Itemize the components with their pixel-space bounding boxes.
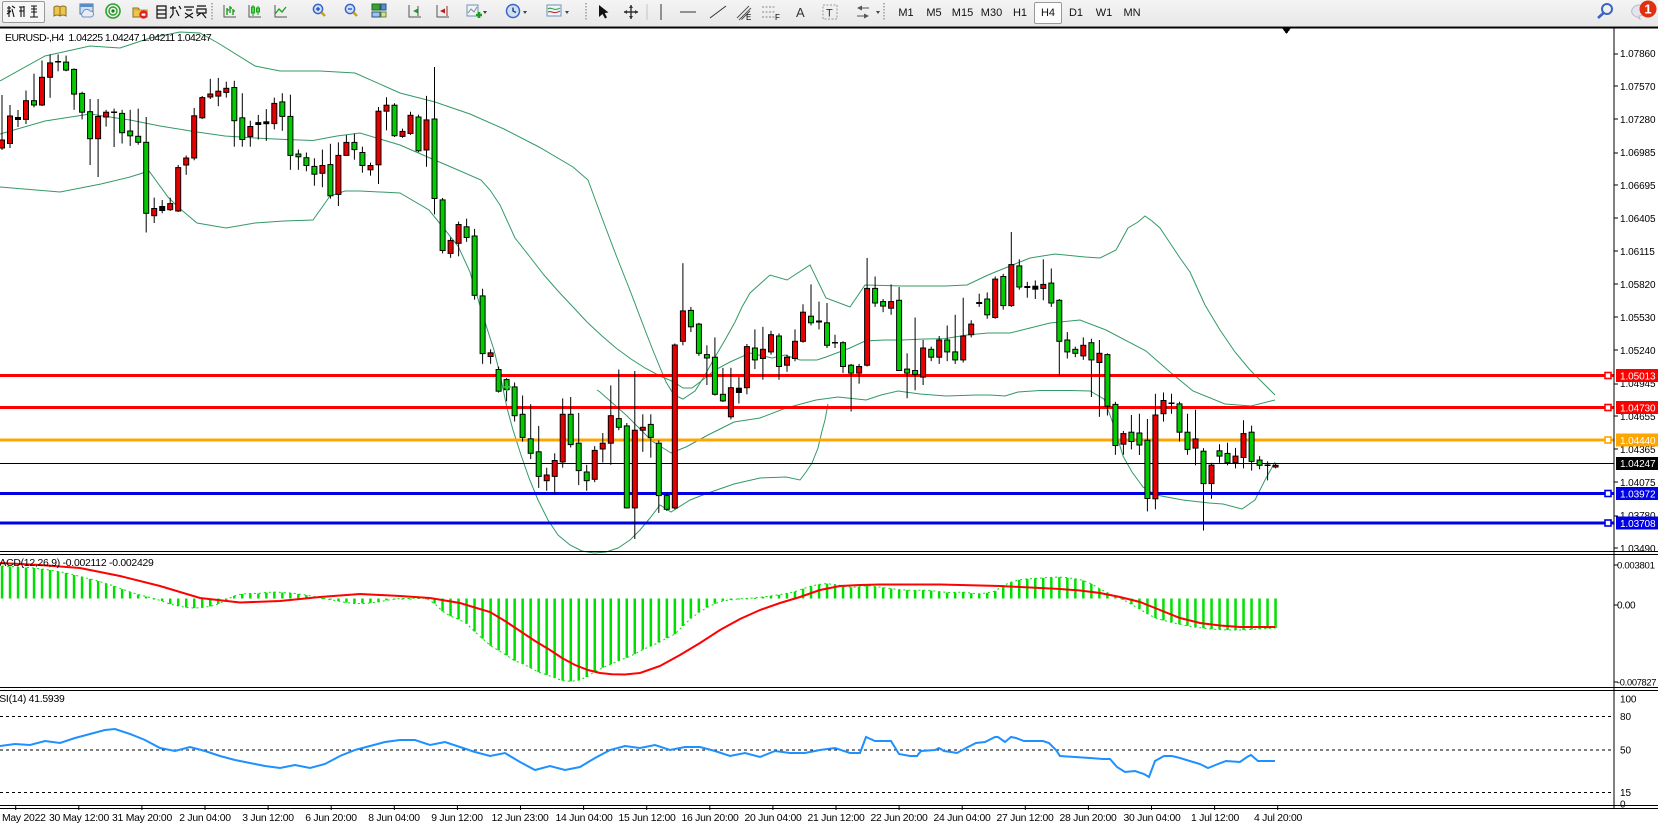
svg-text:31 May 20:00: 31 May 20:00	[112, 813, 172, 824]
svg-text:1.05240: 1.05240	[1620, 346, 1656, 357]
svg-text:1.06695: 1.06695	[1620, 181, 1656, 192]
svg-text:80: 80	[1620, 712, 1631, 723]
svg-text:May 2022: May 2022	[2, 813, 46, 824]
svg-text:4 Jul 20:00: 4 Jul 20:00	[1254, 813, 1303, 824]
svg-text:1.04730: 1.04730	[1620, 404, 1656, 415]
svg-text:15: 15	[1620, 788, 1631, 799]
svg-text:1 Jul 12:00: 1 Jul 12:00	[1191, 813, 1240, 824]
svg-text:1.04655: 1.04655	[1620, 412, 1656, 423]
svg-text:-0.007827: -0.007827	[1617, 678, 1656, 688]
svg-text:1.04247: 1.04247	[1620, 459, 1656, 470]
svg-text:1.03708: 1.03708	[1620, 519, 1656, 530]
svg-text:24 Jun 04:00: 24 Jun 04:00	[933, 813, 991, 824]
svg-text:0.003801: 0.003801	[1617, 561, 1655, 572]
svg-text:30 Jun 04:00: 30 Jun 04:00	[1123, 813, 1181, 824]
svg-text:MACD(12,26,9) -0.002112 -0.002: MACD(12,26,9) -0.002112 -0.002429	[0, 558, 154, 569]
svg-text:15 Jun 12:00: 15 Jun 12:00	[618, 813, 676, 824]
svg-text:100: 100	[1620, 695, 1637, 706]
svg-text:1.05820: 1.05820	[1620, 280, 1656, 291]
svg-text:14 Jun 04:00: 14 Jun 04:00	[555, 813, 613, 824]
svg-text:0.00: 0.00	[1617, 601, 1636, 612]
svg-text:20 Jun 04:00: 20 Jun 04:00	[744, 813, 802, 824]
svg-text:12 Jun 23:00: 12 Jun 23:00	[491, 813, 549, 824]
svg-text:EURUSD-,H4 1.04225 1.04247 1.: EURUSD-,H4 1.04225 1.04247 1.04211 1.042…	[5, 32, 212, 44]
svg-text:6 Jun 20:00: 6 Jun 20:00	[305, 813, 357, 824]
svg-text:1.03972: 1.03972	[1620, 490, 1656, 501]
svg-text:22 Jun 20:00: 22 Jun 20:00	[870, 813, 928, 824]
svg-text:F: F	[775, 13, 780, 22]
svg-text:E: E	[746, 13, 751, 22]
svg-text:T: T	[826, 8, 833, 20]
svg-text:1.07280: 1.07280	[1620, 115, 1656, 126]
svg-text:1.04945: 1.04945	[1620, 379, 1656, 390]
svg-text:1.06115: 1.06115	[1620, 247, 1655, 258]
svg-text:1.04365: 1.04365	[1620, 445, 1656, 456]
svg-text:1.07570: 1.07570	[1620, 82, 1656, 93]
svg-text:A: A	[796, 5, 805, 20]
svg-text:1.07860: 1.07860	[1620, 49, 1656, 60]
svg-text:1.03490: 1.03490	[1620, 544, 1656, 555]
svg-text:8 Jun 04:00: 8 Jun 04:00	[368, 813, 420, 824]
svg-text:1.04075: 1.04075	[1620, 478, 1656, 489]
svg-text:28 Jun 20:00: 28 Jun 20:00	[1059, 813, 1117, 824]
svg-text:1.04440: 1.04440	[1620, 436, 1656, 447]
svg-text:1.05530: 1.05530	[1620, 313, 1656, 324]
svg-text:1: 1	[1644, 2, 1651, 17]
svg-text:16 Jun 20:00: 16 Jun 20:00	[681, 813, 739, 824]
svg-text:1.05013: 1.05013	[1620, 372, 1656, 383]
svg-text:1.06985: 1.06985	[1620, 148, 1656, 159]
svg-text:2 Jun 04:00: 2 Jun 04:00	[179, 813, 231, 824]
svg-text:9 Jun 12:00: 9 Jun 12:00	[431, 813, 483, 824]
svg-text:50: 50	[1620, 746, 1631, 757]
svg-text:27 Jun 12:00: 27 Jun 12:00	[996, 813, 1054, 824]
svg-text:RSI(14) 41.5939: RSI(14) 41.5939	[0, 694, 65, 705]
svg-text:30 May 12:00: 30 May 12:00	[49, 813, 109, 824]
svg-text:3 Jun 12:00: 3 Jun 12:00	[242, 813, 294, 824]
svg-text:1.06405: 1.06405	[1620, 214, 1656, 225]
svg-text:21 Jun 12:00: 21 Jun 12:00	[807, 813, 865, 824]
